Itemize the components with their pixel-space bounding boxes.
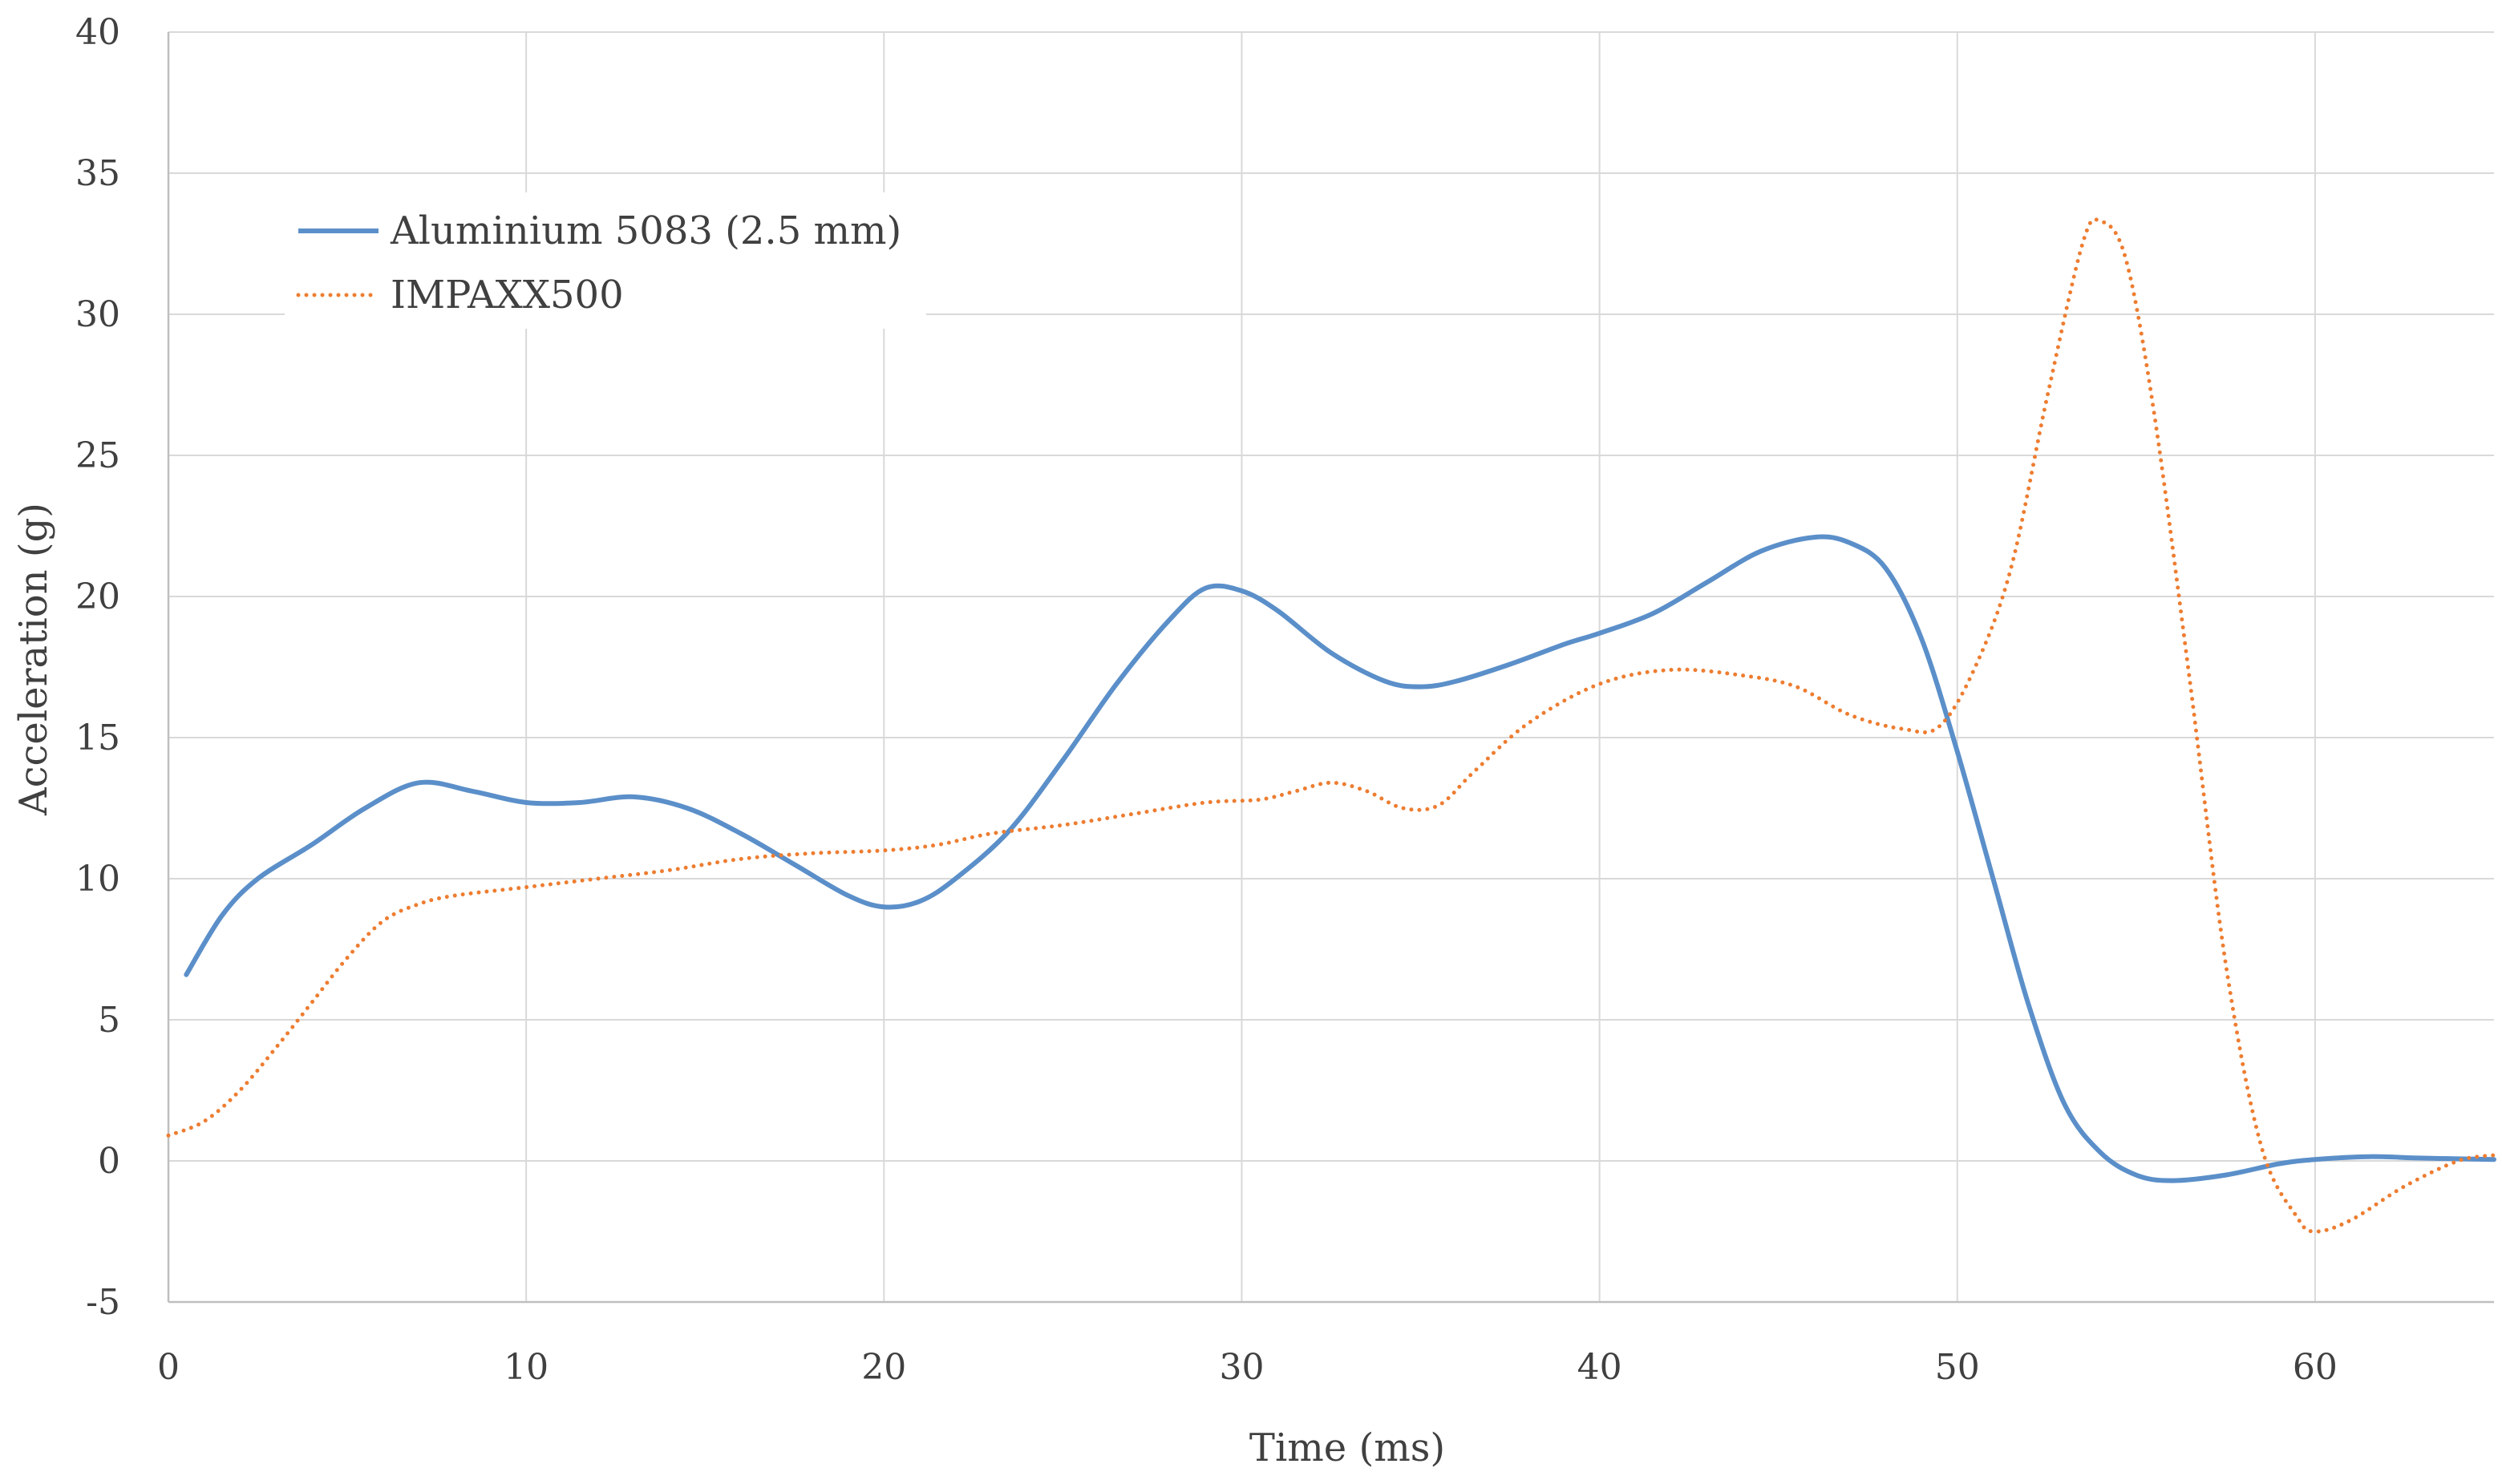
axes: -5 0 5 10 15 20 25 30 35 40 0 10 20 30 40 50 60: [75, 12, 2494, 1388]
y-tick-label: -5: [86, 1282, 120, 1323]
y-tick-label: 5: [98, 1000, 120, 1041]
y-tick-label: 30: [75, 294, 120, 335]
legend-background: [285, 192, 926, 329]
y-tick-label: 20: [75, 576, 120, 617]
series-lines: [166, 217, 2496, 1234]
x-axis-title: Time (ms): [1249, 1425, 1445, 1470]
y-tick-label: 0: [98, 1141, 120, 1182]
series-line-aluminium-5083: [184, 534, 2496, 1183]
y-tick-label: 10: [75, 859, 120, 900]
series-line-impaxx500: [166, 217, 2496, 1234]
x-tick-label: 0: [157, 1347, 180, 1388]
x-tick-label: 40: [1577, 1347, 1622, 1388]
x-tick-label: 20: [861, 1347, 906, 1388]
y-axis-title: Acceleration (g): [11, 503, 56, 816]
y-tick-label: 35: [75, 153, 120, 194]
legend-label: Aluminium 5083 (2.5 mm): [390, 208, 901, 253]
x-tick-label: 60: [2293, 1347, 2338, 1388]
legend: Aluminium 5083 (2.5 mm) IMPAXX500: [285, 192, 926, 329]
x-tick-label: 50: [1935, 1347, 1980, 1388]
y-tick-label: 25: [75, 435, 120, 476]
y-tick-label: 40: [75, 12, 120, 53]
x-tick-label: 30: [1219, 1347, 1264, 1388]
x-tick-label: 10: [504, 1347, 549, 1388]
legend-label: IMPAXX500: [391, 273, 624, 317]
y-tick-label: 15: [75, 718, 120, 758]
